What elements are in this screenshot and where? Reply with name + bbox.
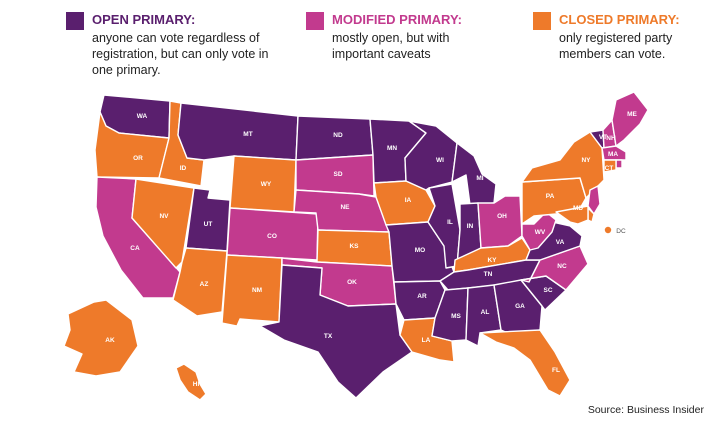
legend-title-open: OPEN PRIMARY: (92, 12, 196, 27)
state-label-va: VA (556, 239, 565, 246)
state-label-sd: SD (333, 171, 342, 178)
state-label-mn: MN (387, 145, 397, 152)
state-label-md: MD (573, 205, 583, 212)
state-ut (185, 187, 231, 252)
source-note: Source: Business Insider (587, 404, 704, 416)
state-label-de: DE (599, 209, 609, 216)
state-label-ms: MS (451, 313, 461, 320)
state-label-nc: NC (557, 263, 567, 270)
dc-label: DC (616, 228, 626, 235)
states-layer (63, 91, 649, 401)
state-label-ok: OK (347, 279, 357, 286)
state-label-fl: FL (552, 367, 560, 374)
state-label-il: IL (447, 219, 453, 226)
state-label-nh: NH (606, 135, 616, 142)
state-mi (451, 142, 497, 206)
state-label-pa: PA (546, 193, 555, 200)
state-ri (615, 159, 623, 169)
state-label-mi: MI (476, 175, 483, 182)
state-ak (63, 299, 139, 377)
state-label-oh: OH (497, 213, 507, 220)
state-label-sc: SC (543, 287, 552, 294)
state-label-nm: NM (252, 287, 262, 294)
state-label-co: CO (267, 233, 277, 240)
state-label-ga: GA (515, 303, 525, 310)
state-label-or: OR (133, 155, 143, 162)
state-tx (259, 264, 413, 399)
state-label-wi: WI (436, 157, 444, 164)
legend-desc-modified: mostly open, but with important caveats (332, 31, 450, 61)
state-oh (477, 195, 523, 249)
state-label-ri: RI (625, 167, 632, 174)
state-label-ne: NE (340, 204, 350, 211)
state-label-in: IN (467, 223, 474, 230)
legend-swatch-open (66, 12, 84, 30)
state-label-ut: UT (204, 221, 213, 228)
state-label-ct: CT (605, 165, 614, 172)
state-label-az: AZ (200, 281, 209, 288)
state-label-nj: NJ (606, 195, 615, 202)
state-me (611, 91, 649, 147)
state-label-mo: MO (415, 247, 425, 254)
state-ma (601, 145, 627, 161)
legend-desc-closed: only registered party members can vote. (559, 31, 673, 61)
state-wi (404, 120, 458, 191)
state-mt (177, 102, 299, 161)
state-label-ks: KS (349, 243, 359, 250)
state-nj (587, 185, 601, 215)
legend-desc-open: anyone can vote regardless of registrati… (92, 31, 269, 77)
state-md (555, 205, 589, 225)
state-label-wv: WV (535, 229, 546, 236)
legend-title-modified: MODIFIED PRIMARY: (332, 12, 462, 27)
state-nv (131, 178, 195, 269)
state-label-ia: IA (405, 197, 412, 204)
state-label-ny: NY (581, 157, 591, 164)
state-label-me: ME (627, 111, 637, 118)
state-label-tx: TX (324, 333, 333, 340)
state-label-la: LA (422, 337, 431, 344)
state-label-al: AL (481, 309, 490, 316)
state-fl (479, 329, 571, 397)
labels-layer: WA OR CA ID NV UT AZ MT WY CO NM ND SD NE KS OK TX MN IA MO… (105, 111, 637, 388)
state-label-ar: AR (417, 293, 427, 300)
legend-swatch-closed (533, 12, 551, 30)
state-label-ak: AK (105, 337, 115, 344)
state-label-nd: ND (333, 132, 343, 139)
state-label-wy: WY (261, 181, 272, 188)
legend-swatch-modified (306, 12, 324, 30)
state-label-id: ID (180, 165, 187, 172)
state-label-tn: TN (484, 271, 493, 278)
state-label-vt: VT (599, 134, 607, 141)
legend-title-closed: CLOSED PRIMARY: (559, 12, 680, 27)
dc-marker (604, 226, 612, 234)
state-il (427, 183, 461, 269)
state-label-mt: MT (243, 131, 252, 138)
state-label-ky: KY (487, 257, 497, 264)
state-label-wa: WA (137, 113, 148, 120)
state-label-hi: HI (193, 381, 200, 388)
state-label-nv: NV (159, 213, 169, 220)
state-label-ca: CA (130, 245, 140, 252)
state-hi (175, 363, 207, 401)
state-wv (521, 211, 557, 251)
state-ct (603, 159, 617, 173)
state-label-ma: MA (608, 151, 618, 158)
